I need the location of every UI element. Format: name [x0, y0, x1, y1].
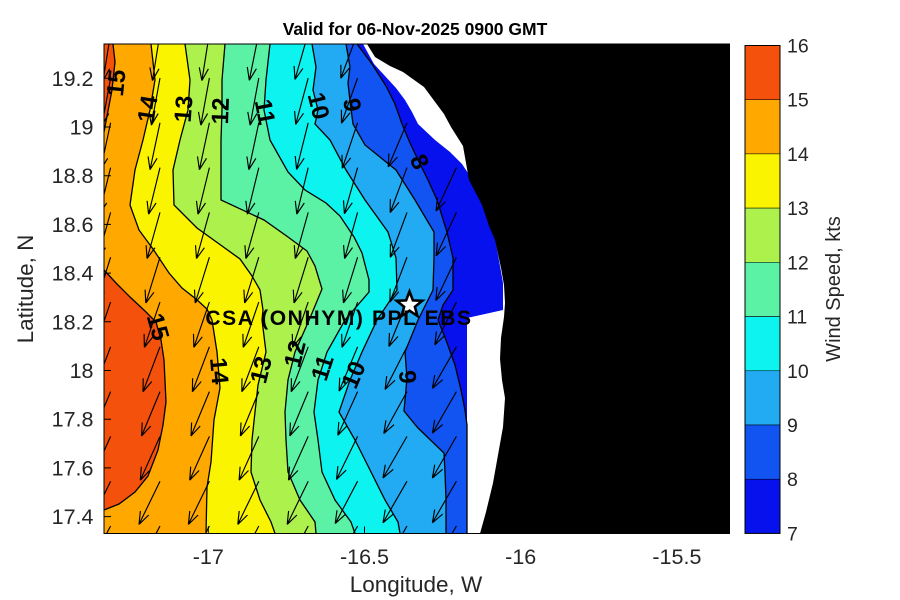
- svg-text:15: 15: [102, 68, 132, 97]
- svg-text:14: 14: [204, 357, 233, 387]
- svg-text:CSA (ONHYM) PPL EBS: CSA (ONHYM) PPL EBS: [205, 307, 472, 330]
- svg-text:18.6: 18.6: [52, 213, 94, 237]
- svg-text:17.4: 17.4: [52, 505, 94, 529]
- svg-text:12: 12: [787, 252, 809, 274]
- svg-text:9: 9: [787, 415, 798, 437]
- svg-text:14: 14: [787, 144, 809, 166]
- svg-text:18.4: 18.4: [52, 262, 94, 286]
- svg-text:13: 13: [787, 198, 809, 220]
- svg-text:19: 19: [70, 116, 94, 140]
- svg-text:12: 12: [207, 97, 235, 125]
- svg-text:7: 7: [787, 523, 798, 545]
- svg-text:10: 10: [302, 90, 335, 122]
- svg-text:18.2: 18.2: [52, 310, 94, 334]
- svg-text:9: 9: [393, 369, 421, 384]
- svg-text:-15.5: -15.5: [652, 545, 701, 569]
- svg-text:-16: -16: [505, 545, 536, 569]
- svg-text:15: 15: [787, 90, 809, 112]
- svg-text:16: 16: [787, 36, 809, 58]
- svg-text:10: 10: [787, 361, 809, 383]
- svg-text:Longitude, W: Longitude, W: [350, 572, 483, 597]
- svg-text:12: 12: [279, 338, 312, 370]
- svg-text:13: 13: [245, 354, 278, 386]
- svg-text:18: 18: [70, 359, 94, 383]
- svg-text:-17: -17: [193, 545, 224, 569]
- svg-text:17.8: 17.8: [52, 408, 94, 432]
- svg-text:8: 8: [787, 469, 798, 491]
- svg-text:Valid for 06-Nov-2025 0900 GMT: Valid for 06-Nov-2025 0900 GMT: [283, 19, 548, 39]
- svg-text:9: 9: [337, 97, 365, 114]
- svg-text:17.6: 17.6: [52, 456, 94, 480]
- svg-text:18.8: 18.8: [52, 164, 94, 188]
- svg-text:13: 13: [170, 95, 199, 124]
- svg-text:14: 14: [133, 93, 164, 124]
- svg-text:19.2: 19.2: [52, 67, 94, 91]
- svg-text:11: 11: [787, 307, 807, 329]
- svg-text:-16.5: -16.5: [340, 545, 389, 569]
- svg-text:11: 11: [249, 97, 280, 127]
- svg-text:Wind Speed, kts: Wind Speed, kts: [823, 216, 845, 362]
- svg-text:Latitude, N: Latitude, N: [13, 235, 38, 344]
